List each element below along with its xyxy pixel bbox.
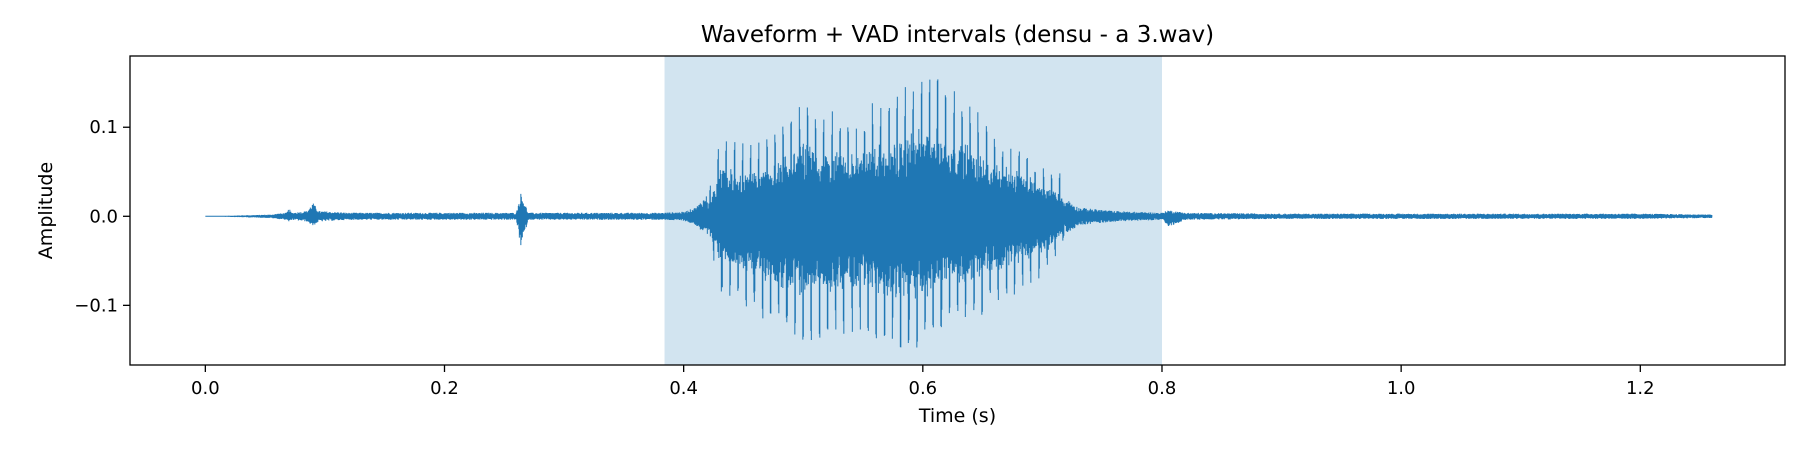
- x-tick-label: 0.2: [430, 378, 459, 399]
- x-tick-label: 0.0: [191, 378, 220, 399]
- x-tick-label: 1.2: [1626, 378, 1655, 399]
- plot-frame: [129, 55, 1786, 366]
- x-axis: 0.0 0.2 0.4 0.6 0.8 1.0 1.2: [191, 365, 1655, 399]
- y-axis-label: Amplitude: [35, 162, 57, 259]
- waveform-line: [205, 79, 1713, 348]
- x-tick-label: 1.0: [1387, 378, 1416, 399]
- x-tick-label: 0.8: [1148, 378, 1177, 399]
- y-tick-label: 0.1: [89, 117, 118, 138]
- x-axis-label: Time (s): [918, 405, 996, 427]
- x-tick-label: 0.4: [669, 378, 698, 399]
- chart-title: Waveform + VAD intervals (densu - a 3.wa…: [701, 22, 1214, 48]
- waveform-series: [205, 79, 1713, 348]
- y-axis: −0.1 0.0 0.1: [74, 117, 130, 316]
- x-tick-label: 0.6: [909, 378, 938, 399]
- y-tick-label: −0.1: [74, 295, 118, 316]
- y-tick-label: 0.0: [89, 206, 118, 227]
